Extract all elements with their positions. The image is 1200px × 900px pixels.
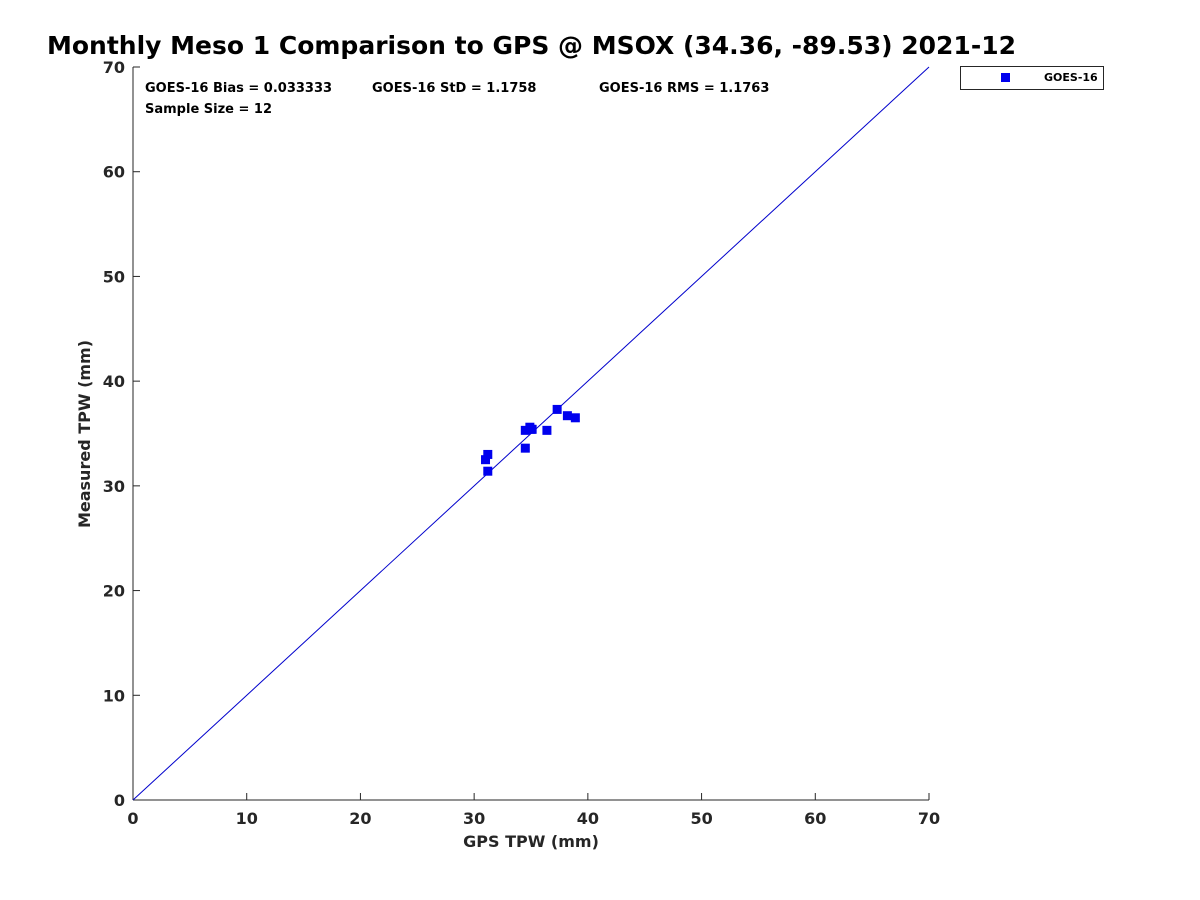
data-point-0-1 (483, 449, 493, 459)
y-tick-label-4: 40 (103, 372, 125, 391)
data-point-0-3 (520, 443, 530, 453)
data-point-0-0 (481, 455, 491, 465)
data-point-0-4 (520, 425, 530, 435)
legend-box (960, 66, 1104, 90)
y-tick-label-7: 70 (103, 58, 125, 77)
stats-block: GOES-16 Bias = 0.033333 GOES-16 StD = 1.… (145, 81, 769, 117)
stat-bias: GOES-16 Bias = 0.033333 (145, 81, 332, 96)
legend-label: GOES-16 (1044, 71, 1098, 84)
x-tick-label-3: 30 (463, 809, 485, 828)
y-axis-label: Measured TPW (mm) (75, 340, 94, 528)
x-axis-label: GPS TPW (mm) (463, 832, 599, 851)
data-point-0-2 (483, 466, 493, 476)
y-tick-label-6: 60 (103, 163, 125, 182)
x-tick-label-0: 0 (127, 809, 138, 828)
stat-rms: GOES-16 RMS = 1.1763 (599, 81, 769, 96)
x-tick-label-2: 20 (349, 809, 371, 828)
data-points (481, 404, 580, 476)
y-tick-label-3: 30 (103, 477, 125, 496)
stat-std: GOES-16 StD = 1.1758 (372, 81, 536, 96)
x-tick-label-7: 70 (918, 809, 940, 828)
data-point-0-7 (542, 425, 552, 435)
y-tick-label-5: 50 (103, 267, 125, 286)
x-tick-label-1: 10 (236, 809, 258, 828)
x-tick-label-6: 60 (804, 809, 826, 828)
y-tick-label-0: 0 (114, 791, 125, 810)
legend: GOES-16 (960, 66, 1104, 90)
x-tick-label-5: 50 (690, 809, 712, 828)
y-tick-label-2: 20 (103, 582, 125, 601)
axis-ticks: 0 10 20 30 40 50 60 70 0 10 20 30 40 50 60 70 (103, 58, 940, 828)
legend-marker (1001, 73, 1010, 82)
y-tick-label-1: 10 (103, 686, 125, 705)
data-point-0-11 (526, 424, 536, 434)
data-point-0-8 (552, 404, 562, 414)
data-point-0-9 (562, 411, 572, 421)
chart-title: Monthly Meso 1 Comparison to GPS @ MSOX … (47, 31, 1016, 60)
stat-sample-size: Sample Size = 12 (145, 102, 272, 117)
x-tick-label-4: 40 (577, 809, 599, 828)
plot-area (132, 67, 929, 801)
data-point-0-10 (570, 413, 580, 423)
